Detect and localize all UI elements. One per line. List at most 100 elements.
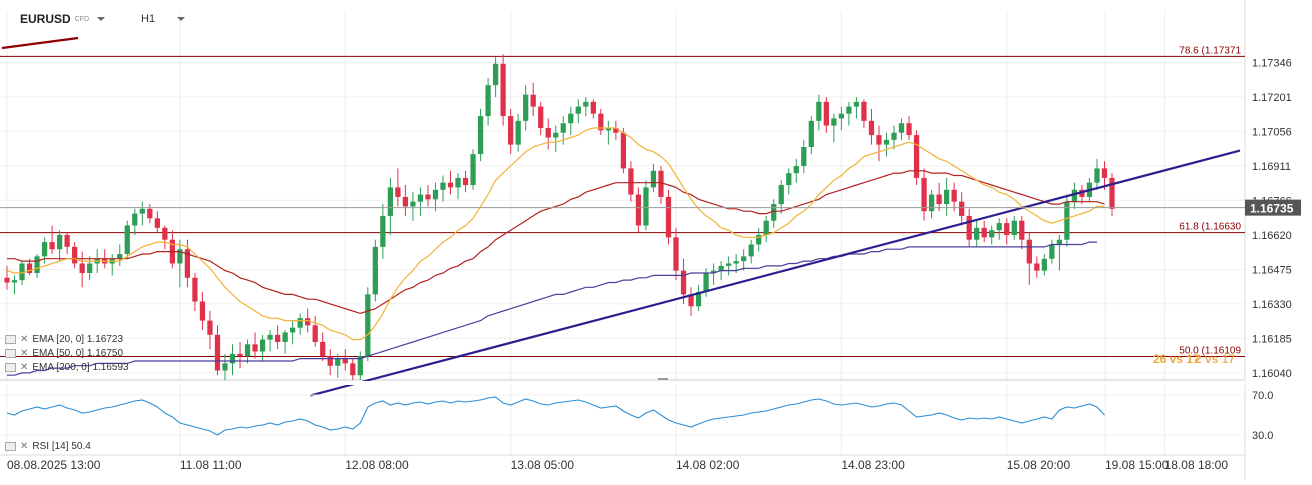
settings-icon[interactable] xyxy=(5,349,16,358)
ema50-value: 1.16750 xyxy=(86,348,124,359)
close-icon[interactable]: ✕ xyxy=(20,348,29,359)
current-price-tag xyxy=(1245,199,1301,216)
ema200-legend[interactable]: ✕ EMA [200, 0] 1.16593 xyxy=(5,362,129,373)
candle-bullish xyxy=(703,273,709,293)
candle-bearish xyxy=(192,277,198,302)
candle-bearish xyxy=(447,182,454,188)
candle-bullish xyxy=(1071,189,1078,202)
time-tick-label: 15.08 20:00 xyxy=(1007,458,1071,472)
close-icon[interactable]: ✕ xyxy=(20,441,29,452)
candle-bullish xyxy=(259,339,266,352)
time-tick-label: 14.08 23:00 xyxy=(841,458,905,472)
candle-bullish xyxy=(816,101,822,121)
candle-bearish xyxy=(462,177,469,186)
candle-bearish xyxy=(425,194,431,200)
candle-bearish xyxy=(688,294,694,307)
settings-icon[interactable] xyxy=(5,335,16,344)
candle-bearish xyxy=(154,218,160,228)
candle-bullish xyxy=(380,215,386,247)
ema20-legend[interactable]: ✕ EMA [20, 0] 1.16723 xyxy=(5,334,123,345)
chevron-down-icon xyxy=(97,17,106,21)
candle-bullish xyxy=(34,256,40,274)
time-tick-label: 19.08 15:00 xyxy=(1105,458,1169,472)
candle-bullish xyxy=(1049,244,1055,259)
candle-bearish xyxy=(72,246,78,264)
candle-bearish xyxy=(395,187,401,197)
ema20-label: EMA [20, 0] xyxy=(32,334,85,345)
candle-bullish xyxy=(244,344,251,357)
candle-bullish xyxy=(741,256,747,262)
candle-bullish xyxy=(477,116,484,155)
ema50-line xyxy=(7,170,1105,315)
candle-bullish xyxy=(695,292,702,307)
candle-bearish xyxy=(936,194,942,205)
candle-bullish xyxy=(560,123,566,133)
rsi-legend[interactable]: ✕ RSI [14] 50.4 xyxy=(5,441,91,452)
ema50-legend[interactable]: ✕ EMA [50, 0] 1.16750 xyxy=(5,348,123,359)
candle-bearish xyxy=(613,127,619,133)
timeframe-selector[interactable]: H1 xyxy=(141,10,186,28)
candle-bearish xyxy=(4,277,10,283)
candle-bullish xyxy=(568,113,574,124)
candle-bearish xyxy=(274,334,281,342)
candle-bullish xyxy=(974,227,980,240)
settings-icon[interactable] xyxy=(5,363,16,372)
close-icon[interactable]: ✕ xyxy=(20,362,29,373)
candle-bullish xyxy=(387,187,393,216)
candle-bearish xyxy=(342,358,348,364)
candle-bullish xyxy=(891,132,897,140)
candle-bullish xyxy=(883,139,890,145)
candle-bullish xyxy=(763,220,769,235)
time-tick-label: 08.08.2025 13:00 xyxy=(7,458,101,472)
candle-bearish xyxy=(252,344,258,352)
timeframe-label: H1 xyxy=(141,13,156,25)
rsi-level-label: 30.0 xyxy=(1252,430,1273,442)
ema50-label: EMA [50, 0] xyxy=(32,348,85,359)
candle-bullish xyxy=(357,356,363,376)
candle-bullish xyxy=(943,189,950,205)
candle-bearish xyxy=(981,227,987,238)
candle-bearish xyxy=(635,194,642,226)
candle-bullish xyxy=(643,187,649,226)
fib-level-label: 61.8 (1.16630 xyxy=(1179,222,1241,233)
candle-bearish xyxy=(545,127,551,138)
candle-bullish xyxy=(733,261,739,264)
candle-bullish xyxy=(267,334,273,340)
price-tick-label: 1.17201 xyxy=(1252,92,1292,104)
ema200-value: 1.16593 xyxy=(92,362,129,373)
candle-bullish xyxy=(229,353,236,364)
candle-bearish xyxy=(620,132,627,169)
candle-bullish xyxy=(523,94,529,121)
candle-bullish xyxy=(996,223,1002,231)
candle-bullish xyxy=(989,230,995,238)
candle-bearish xyxy=(1026,239,1032,264)
ema20-value: 1.16723 xyxy=(86,334,124,345)
ema200-line xyxy=(7,241,1097,376)
candle-bullish xyxy=(515,120,521,145)
candle-bullish xyxy=(410,201,416,207)
candle-bearish xyxy=(79,263,85,274)
candle-bearish xyxy=(538,106,544,128)
close-icon[interactable]: ✕ xyxy=(20,334,29,345)
candle-bullish xyxy=(470,154,476,186)
candle-bullish xyxy=(87,263,93,274)
candle-bullish xyxy=(132,213,138,226)
candle-bearish xyxy=(327,356,333,366)
candle-bullish xyxy=(124,225,130,254)
candle-bearish xyxy=(598,113,604,131)
candle-bullish xyxy=(718,265,724,271)
candle-bearish xyxy=(49,242,55,250)
candle-bullish xyxy=(808,120,814,147)
candle-bearish xyxy=(508,116,514,145)
candle-bearish xyxy=(500,63,506,117)
candle-bearish xyxy=(1079,189,1085,197)
candle-bearish xyxy=(530,94,536,107)
settings-icon[interactable] xyxy=(5,442,16,451)
candle-bullish xyxy=(41,242,48,257)
candle-bearish xyxy=(237,353,243,357)
candle-bearish xyxy=(628,168,634,195)
symbol-selector[interactable]: EURUSD CFD xyxy=(20,10,106,28)
candle-bearish xyxy=(913,135,920,178)
